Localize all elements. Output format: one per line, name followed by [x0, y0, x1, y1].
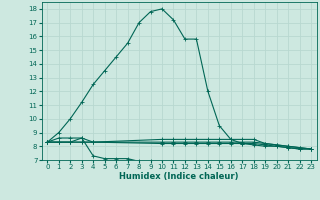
X-axis label: Humidex (Indice chaleur): Humidex (Indice chaleur) — [119, 172, 239, 181]
